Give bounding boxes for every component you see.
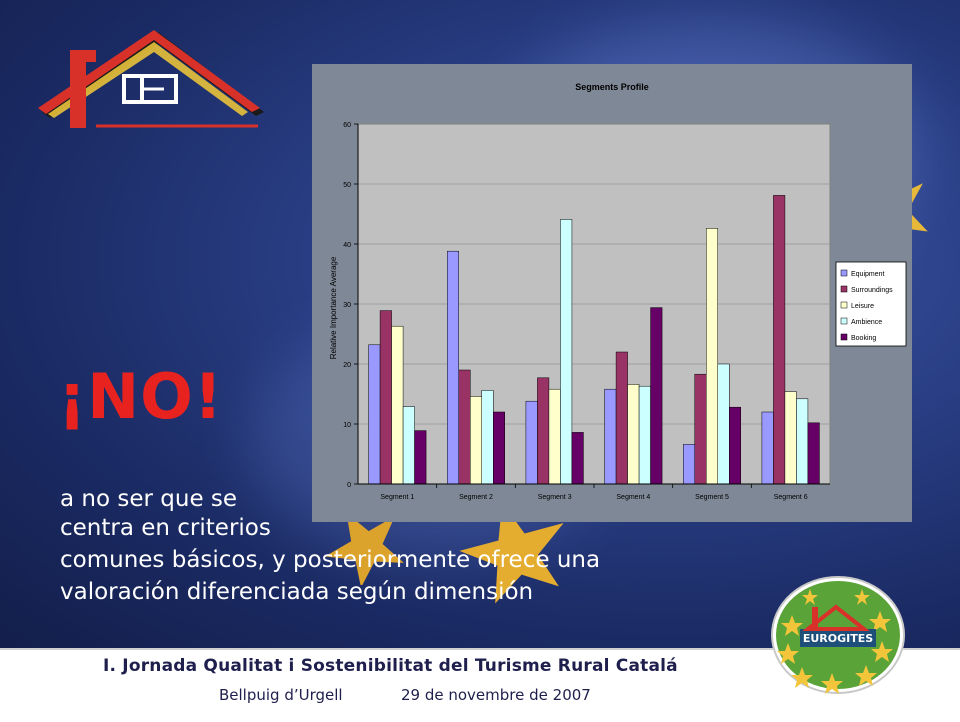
bar-equipment bbox=[447, 250, 459, 485]
bar-surroundings bbox=[379, 310, 392, 485]
bar-leisure bbox=[627, 384, 640, 485]
chart-gridlines bbox=[358, 123, 830, 425]
bar-equipment bbox=[604, 388, 617, 485]
bar-booking bbox=[571, 432, 584, 485]
legend-label: Booking bbox=[851, 335, 876, 342]
legend-label: Equipment bbox=[851, 271, 885, 278]
legend-swatch bbox=[840, 333, 848, 341]
bar-equipment bbox=[368, 344, 381, 485]
x-tick-label: Segment 3 bbox=[538, 494, 572, 501]
x-tick-label: Segment 2 bbox=[459, 494, 493, 501]
chart-svg: Segments Profile Relative Importance Ave… bbox=[329, 82, 907, 501]
footer-date: 29 de novembre de 2007 bbox=[401, 686, 591, 704]
star-decoration-icon bbox=[459, 502, 564, 604]
x-tick-label: Segment 4 bbox=[616, 494, 650, 501]
y-tick-label: 50 bbox=[343, 182, 351, 189]
bar-equipment bbox=[525, 400, 538, 485]
slide-background: Segments Profile Relative Importance Ave… bbox=[0, 0, 960, 648]
chart-bars bbox=[368, 195, 820, 485]
footer-title: I. Jornada Qualitat i Sostenibilitat del… bbox=[103, 656, 678, 676]
y-tick-label: 60 bbox=[343, 122, 351, 129]
bar-ambience bbox=[560, 219, 573, 485]
bar-ambience bbox=[638, 385, 651, 485]
bar-booking bbox=[807, 422, 820, 485]
star-decoration-icon bbox=[324, 512, 404, 585]
house-logo-icon bbox=[38, 30, 264, 128]
x-tick-label: Segment 1 bbox=[380, 494, 414, 501]
y-tick-label: 40 bbox=[343, 242, 351, 249]
legend-label: Ambience bbox=[851, 319, 882, 326]
chart-title: Segments Profile bbox=[575, 82, 649, 92]
bar-ambience bbox=[796, 398, 809, 485]
bar-booking bbox=[414, 430, 427, 485]
body-line-3: comunes básicos, y posteriormente ofrece… bbox=[60, 547, 601, 573]
legend-label: Leisure bbox=[851, 303, 874, 310]
bar-ambience bbox=[481, 390, 494, 485]
y-tick-label: 30 bbox=[343, 302, 351, 309]
bar-surroundings bbox=[773, 195, 786, 485]
bar-ambience bbox=[717, 363, 730, 485]
legend-swatch bbox=[840, 317, 848, 325]
legend-swatch bbox=[840, 285, 848, 293]
footer-place: Bellpuig d’Urgell bbox=[219, 686, 343, 704]
bar-booking bbox=[650, 307, 663, 485]
chart-legend: Equipment Surroundings Leisure Ambience Book… bbox=[835, 261, 907, 347]
chart-y-axis-label: Relative Importance Average bbox=[329, 256, 338, 359]
bar-leisure bbox=[391, 325, 404, 485]
legend-swatch bbox=[840, 269, 848, 277]
x-tick-label: Segment 6 bbox=[774, 494, 808, 501]
body-line-4: valoración diferenciada según dimensión bbox=[60, 579, 534, 605]
bar-surroundings bbox=[458, 369, 471, 485]
segments-profile-chart: Segments Profile Relative Importance Ave… bbox=[312, 64, 912, 522]
x-tick-label: Segment 5 bbox=[695, 494, 729, 501]
bar-booking bbox=[729, 406, 741, 485]
chart-axes: 0 10 20 30 40 50 60 Segment 1 Segment 2 Segment 3… bbox=[343, 122, 830, 501]
legend-swatch bbox=[840, 301, 848, 309]
y-tick-label: 10 bbox=[343, 422, 351, 429]
no-heading: ¡NO! bbox=[58, 360, 224, 433]
y-tick-label: 0 bbox=[347, 482, 351, 489]
bar-leisure bbox=[470, 396, 482, 485]
bar-surroundings bbox=[537, 377, 550, 485]
bar-ambience bbox=[402, 406, 415, 485]
body-line-1: a no ser que se bbox=[60, 486, 238, 512]
legend-label: Surroundings bbox=[851, 287, 893, 294]
y-tick-label: 20 bbox=[343, 362, 351, 369]
bar-equipment bbox=[761, 411, 774, 485]
eurogites-logo-icon: EUROGITES bbox=[771, 576, 905, 694]
bar-booking bbox=[493, 411, 505, 485]
bar-leisure bbox=[784, 391, 797, 485]
bar-leisure bbox=[706, 228, 718, 485]
eurogites-badge-text: EUROGITES bbox=[803, 632, 873, 645]
legend-box bbox=[835, 261, 907, 347]
body-line-2: centra en criterios bbox=[60, 515, 271, 541]
bar-equipment bbox=[683, 444, 695, 485]
bar-surroundings bbox=[615, 351, 628, 485]
bar-leisure bbox=[548, 388, 561, 485]
bar-surroundings bbox=[694, 373, 707, 485]
